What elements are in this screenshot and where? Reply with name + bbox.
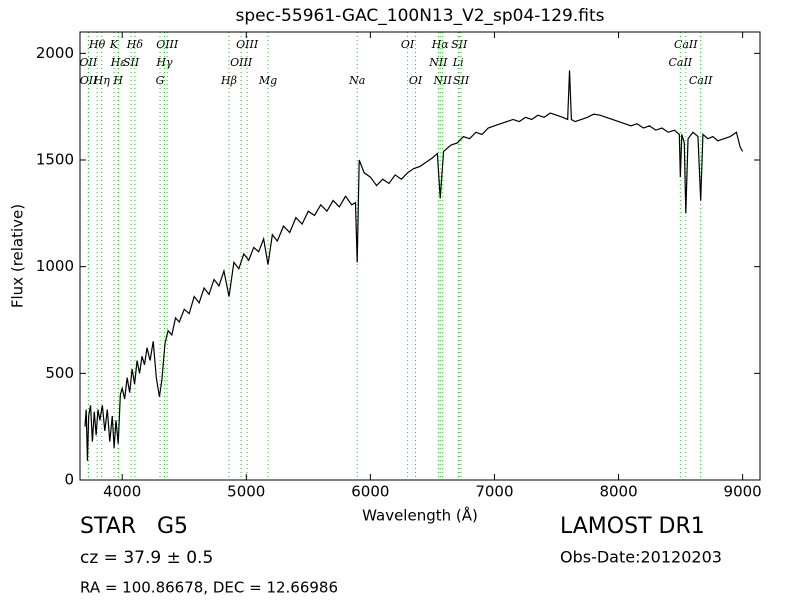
coordinates: RA = 100.86678, DEC = 12.66986 <box>80 579 338 597</box>
spectrum-line <box>84 70 744 461</box>
x-tick-label: 5000 <box>227 483 265 501</box>
spectral-line-label: SII <box>453 74 470 87</box>
spectral-line-label: OII <box>79 56 97 69</box>
spectral-line-label: Hε <box>110 56 127 69</box>
x-tick-label: 6000 <box>351 483 389 501</box>
spectral-line-label: CaII <box>689 74 713 87</box>
spectral-line-label: Hβ <box>220 74 237 87</box>
spectral-line-label: Hγ <box>155 56 173 69</box>
spectral-line-label: Li <box>452 56 464 69</box>
spectral-line-label: Hθ <box>88 38 106 51</box>
y-tick-label: 2000 <box>36 44 74 62</box>
x-axis-label: Wavelength (Å) <box>362 506 478 525</box>
obs-date: Obs-Date:20120203 <box>560 548 722 567</box>
spectral-line-label: CaII <box>674 38 698 51</box>
spectral-line-label: G <box>156 74 165 87</box>
x-tick-label: 7000 <box>475 483 513 501</box>
x-tick-label: 8000 <box>599 483 637 501</box>
spectral-line-label: OI <box>409 74 423 87</box>
spectral-line-label: SII <box>451 38 468 51</box>
spectral-line-label: Hη <box>93 74 111 87</box>
y-tick-label: 500 <box>45 364 74 382</box>
spectral-line-label: OIII <box>156 38 179 51</box>
chart-title: spec-55961-GAC_100N13_V2_sp04-129.fits <box>235 6 604 26</box>
spectral-line-label: OIII <box>236 38 259 51</box>
y-tick-label: 1000 <box>36 257 74 275</box>
spectral-line-label: Hδ <box>126 38 144 51</box>
spectral-line-label: SII <box>123 56 140 69</box>
object-class: STAR G5 <box>80 514 188 539</box>
spectral-line-label: Hα <box>431 38 450 51</box>
spectral-line-label: Na <box>348 74 365 87</box>
plot-frame <box>79 31 761 481</box>
redshift: cz = 37.9 ± 0.5 <box>80 548 213 568</box>
spectral-line-label: NII <box>433 74 453 87</box>
x-tick-label: 9000 <box>724 483 762 501</box>
y-tick-label: 0 <box>64 471 74 489</box>
spectral-line-label: Mg <box>258 74 277 87</box>
spectral-line-label: OIII <box>230 56 253 69</box>
survey: LAMOST DR1 <box>560 514 705 539</box>
spectral-line-label: H <box>112 74 123 87</box>
y-tick-label: 1500 <box>36 151 74 169</box>
spectral-line-label: OI <box>401 38 415 51</box>
y-axis-label: Flux (relative) <box>9 204 27 308</box>
spectral-line-label: OII <box>80 74 98 87</box>
x-tick-label: 4000 <box>103 483 141 501</box>
spectral-line-label: NII <box>428 56 448 69</box>
spectral-line-label: CaII <box>668 56 692 69</box>
spectral-line-label: K <box>109 38 119 51</box>
